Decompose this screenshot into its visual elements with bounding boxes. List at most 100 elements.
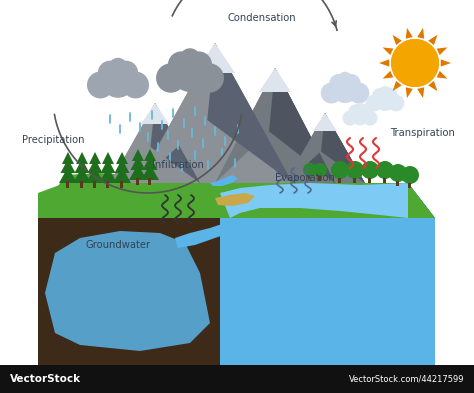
Polygon shape xyxy=(220,183,408,218)
Circle shape xyxy=(342,74,361,93)
Circle shape xyxy=(379,86,391,98)
Circle shape xyxy=(376,161,394,179)
Circle shape xyxy=(365,95,383,111)
Polygon shape xyxy=(38,183,435,218)
Circle shape xyxy=(362,110,377,125)
FancyBboxPatch shape xyxy=(81,181,83,188)
Polygon shape xyxy=(113,167,131,183)
Polygon shape xyxy=(215,68,275,183)
Circle shape xyxy=(348,83,369,103)
Polygon shape xyxy=(59,167,77,183)
Polygon shape xyxy=(129,164,147,180)
Circle shape xyxy=(303,163,317,177)
Circle shape xyxy=(355,103,365,114)
Text: Transpiration: Transpiration xyxy=(390,128,455,138)
Polygon shape xyxy=(175,218,240,248)
Polygon shape xyxy=(321,113,365,183)
Text: Condensation: Condensation xyxy=(228,13,296,23)
Circle shape xyxy=(343,110,358,125)
Circle shape xyxy=(391,39,439,87)
FancyBboxPatch shape xyxy=(368,178,372,183)
Circle shape xyxy=(349,104,362,118)
Polygon shape xyxy=(269,68,335,183)
Circle shape xyxy=(373,88,388,103)
Polygon shape xyxy=(383,71,393,79)
Polygon shape xyxy=(392,81,402,91)
Text: Evaporation: Evaporation xyxy=(275,173,335,183)
Circle shape xyxy=(332,77,358,103)
Circle shape xyxy=(389,164,407,182)
Circle shape xyxy=(98,61,122,85)
Polygon shape xyxy=(86,167,104,183)
Polygon shape xyxy=(144,149,156,161)
Polygon shape xyxy=(215,193,255,206)
Polygon shape xyxy=(100,159,116,173)
Polygon shape xyxy=(437,71,447,79)
Text: VectorStock: VectorStock xyxy=(10,374,81,384)
Polygon shape xyxy=(115,159,129,173)
FancyBboxPatch shape xyxy=(93,181,97,188)
Polygon shape xyxy=(38,173,435,218)
Circle shape xyxy=(391,39,439,87)
Polygon shape xyxy=(38,183,65,365)
Polygon shape xyxy=(417,28,424,39)
Polygon shape xyxy=(38,183,435,218)
Circle shape xyxy=(109,58,128,77)
Polygon shape xyxy=(38,173,200,218)
Polygon shape xyxy=(143,156,157,170)
Polygon shape xyxy=(38,218,435,365)
Polygon shape xyxy=(210,175,238,186)
Circle shape xyxy=(87,72,114,98)
FancyBboxPatch shape xyxy=(396,181,400,186)
Polygon shape xyxy=(73,167,91,183)
Polygon shape xyxy=(379,59,389,67)
Circle shape xyxy=(358,104,371,118)
FancyBboxPatch shape xyxy=(309,176,311,181)
Polygon shape xyxy=(110,103,155,183)
Polygon shape xyxy=(155,103,200,183)
Circle shape xyxy=(346,161,364,179)
Text: VectorStock.com/44217599: VectorStock.com/44217599 xyxy=(348,375,464,384)
Circle shape xyxy=(101,64,135,98)
FancyBboxPatch shape xyxy=(383,178,386,183)
Circle shape xyxy=(321,83,342,103)
Polygon shape xyxy=(441,59,451,67)
FancyBboxPatch shape xyxy=(338,178,341,183)
Polygon shape xyxy=(313,113,337,131)
Circle shape xyxy=(383,88,398,103)
Polygon shape xyxy=(275,68,335,183)
FancyBboxPatch shape xyxy=(354,178,356,183)
Polygon shape xyxy=(45,231,210,351)
Polygon shape xyxy=(285,113,365,183)
Polygon shape xyxy=(137,43,292,183)
Polygon shape xyxy=(151,103,200,183)
Polygon shape xyxy=(220,183,435,365)
Circle shape xyxy=(114,61,138,85)
FancyBboxPatch shape xyxy=(66,181,70,188)
Polygon shape xyxy=(132,149,144,161)
FancyBboxPatch shape xyxy=(0,365,474,393)
Polygon shape xyxy=(325,113,365,183)
Polygon shape xyxy=(406,28,413,39)
Polygon shape xyxy=(408,183,435,365)
Polygon shape xyxy=(116,152,128,164)
Polygon shape xyxy=(102,152,114,164)
Circle shape xyxy=(180,48,201,69)
FancyBboxPatch shape xyxy=(120,181,124,188)
Polygon shape xyxy=(62,152,74,164)
Polygon shape xyxy=(110,103,200,183)
Polygon shape xyxy=(406,87,413,98)
Polygon shape xyxy=(99,167,117,183)
Text: Precipitation: Precipitation xyxy=(22,135,84,145)
Circle shape xyxy=(329,74,348,93)
Polygon shape xyxy=(285,113,325,183)
Polygon shape xyxy=(383,48,393,55)
Polygon shape xyxy=(259,68,291,92)
Polygon shape xyxy=(215,68,335,183)
Polygon shape xyxy=(215,43,292,183)
FancyBboxPatch shape xyxy=(107,181,109,188)
Polygon shape xyxy=(428,81,438,91)
Polygon shape xyxy=(88,159,102,173)
Circle shape xyxy=(168,51,194,78)
Circle shape xyxy=(313,163,327,177)
